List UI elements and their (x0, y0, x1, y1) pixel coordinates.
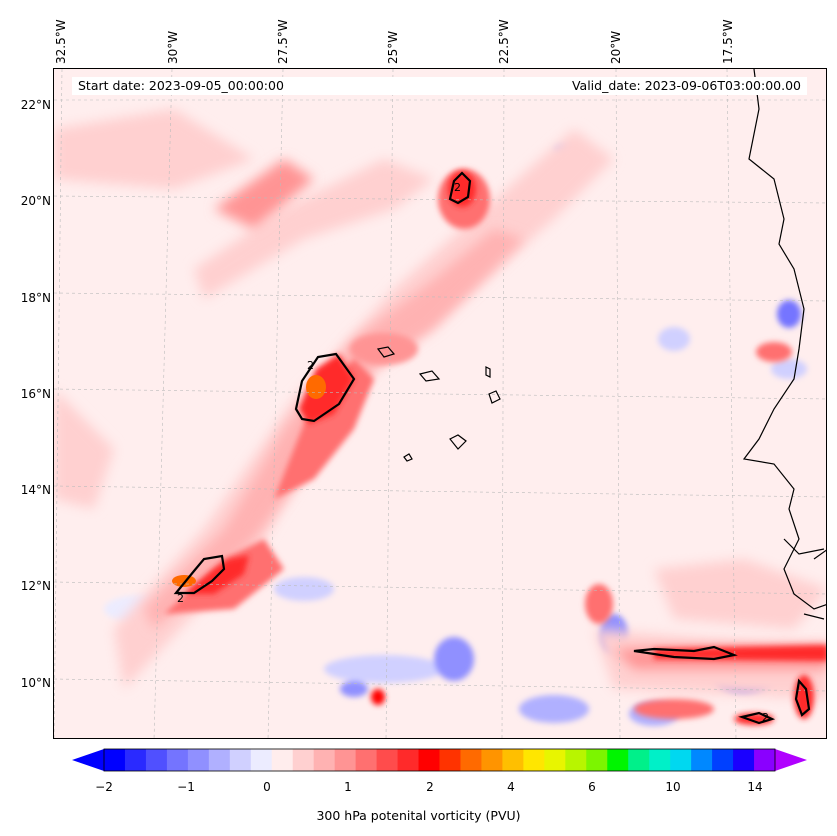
colorbar-cell (460, 749, 482, 771)
contour-label: 2 (454, 181, 461, 194)
colorbar-tick: 1 (344, 780, 352, 794)
colorbar-cell (229, 749, 252, 771)
colorbar-cell (670, 749, 692, 771)
start-date-label: Start date: 2023-09-05_00:00:00 (78, 78, 284, 93)
colorbar-cell (544, 749, 566, 771)
colorbar-outline (103, 748, 776, 772)
colorbar-cell (649, 749, 671, 771)
colorbar-cell (250, 749, 273, 771)
colorbar-cell (418, 749, 440, 771)
contour-label: 2 (307, 359, 314, 372)
colorbar-cell (187, 749, 210, 771)
lat-label: 16°N (20, 387, 51, 401)
colorbar-cell (523, 749, 545, 771)
colorbar-over-arrow (775, 749, 807, 771)
lat-label: 14°N (20, 483, 51, 497)
lon-label: 27.5°W (276, 19, 290, 64)
lat-label: 10°N (20, 676, 51, 690)
colorbar-cell (313, 749, 336, 771)
lon-label: 30°W (166, 30, 180, 64)
info-strip: Start date: 2023-09-05_00:00:00 Valid_da… (72, 77, 807, 95)
colorbar-cell (376, 749, 399, 771)
lon-label: 32.5°W (54, 19, 68, 64)
contour-label: 2 (177, 592, 184, 605)
contour-label: 2 (762, 711, 769, 724)
colorbar-cell (502, 749, 524, 771)
colorbar-tick: 10 (665, 780, 681, 794)
colorbar-cell (754, 749, 776, 771)
pv-max-orange (172, 575, 196, 587)
lon-label: 22.5°W (497, 19, 511, 64)
coastline (376, 69, 826, 620)
colorbar-cell (691, 749, 713, 771)
lon-label: 17.5°W (721, 19, 735, 64)
lat-label: 20°N (20, 194, 51, 208)
colorbar-cell (397, 749, 420, 771)
colorbar-tick: 4 (507, 780, 515, 794)
colorbar-cell (292, 749, 315, 771)
colorbar-cell (586, 749, 608, 771)
colorbar (72, 748, 807, 772)
lat-label: 18°N (20, 291, 51, 305)
colorbar-tick: 2 (426, 780, 434, 794)
lon-label: 20°W (609, 30, 623, 64)
colorbar-cell (104, 749, 126, 771)
colorbar-cell (733, 749, 755, 771)
colorbar-tick: 0 (263, 780, 271, 794)
pv-contours (173, 171, 811, 725)
colorbar-title: 300 hPa potenital vorticity (PVU) (316, 808, 521, 823)
colorbar-cell (607, 749, 629, 771)
graticule (54, 69, 826, 738)
map-panel: 2 2 2 2 (53, 68, 827, 739)
colorbar-cell (208, 749, 231, 771)
colorbar-cell (439, 749, 461, 771)
colorbar-cell (271, 749, 294, 771)
colorbar-cell (334, 749, 357, 771)
colorbar-tick: 14 (747, 780, 763, 794)
colorbar-cell (565, 749, 587, 771)
lon-label: 25°W (386, 30, 400, 64)
lat-label: 22°N (20, 98, 51, 112)
colorbar-cell (712, 749, 734, 771)
valid-date-label: Valid_date: 2023-09-06T03:00:00.00 (571, 78, 801, 93)
pv-field (54, 69, 826, 738)
colorbar-tick: 6 (588, 780, 596, 794)
lat-label: 12°N (20, 579, 51, 593)
colorbar-tick: −1 (177, 780, 195, 794)
colorbar-tick: −2 (95, 780, 113, 794)
colorbar-cell (355, 749, 378, 771)
colorbar-cell (124, 749, 147, 771)
colorbar-cell (481, 749, 503, 771)
colorbar-cell (166, 749, 189, 771)
colorbar-cell (628, 749, 650, 771)
colorbar-cell (145, 749, 168, 771)
colorbar-under-arrow (72, 749, 104, 771)
pv-max-orange (306, 375, 326, 399)
